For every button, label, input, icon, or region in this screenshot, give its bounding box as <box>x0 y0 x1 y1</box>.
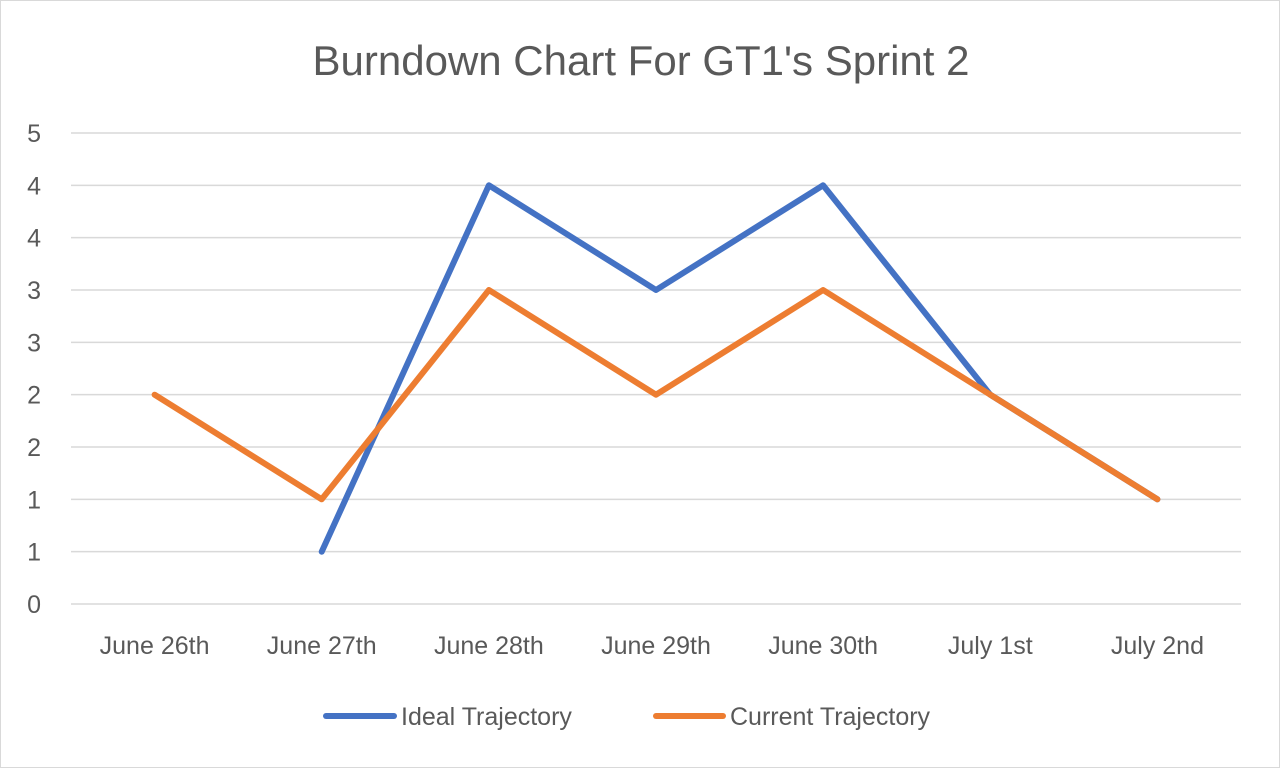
chart-title: Burndown Chart For GT1's Sprint 2 <box>313 37 970 84</box>
y-tick-label: 0 <box>27 591 41 619</box>
series-line-1 <box>151 287 1161 503</box>
x-tick-label: June 27th <box>267 632 377 660</box>
x-tick-label: June 26th <box>100 632 210 660</box>
y-axis-ticks: 0 1 1 2 2 3 3 4 4 5 <box>27 120 41 619</box>
y-tick-label: 3 <box>27 329 41 357</box>
y-tick-label: 2 <box>27 382 41 410</box>
x-tick-label: June 28th <box>434 632 544 660</box>
legend-label: Current Trajectory <box>730 703 931 731</box>
x-axis-ticks: June 26th June 27th June 28th June 29th June… <box>100 632 1204 660</box>
legend: Ideal Trajectory Current Trajectory <box>323 703 931 731</box>
gridlines <box>71 132 1241 605</box>
y-tick-label: 5 <box>27 120 41 148</box>
x-tick-label: June 29th <box>601 632 711 660</box>
x-tick-label: July 1st <box>948 632 1033 660</box>
y-tick-label: 1 <box>27 539 41 567</box>
y-tick-label: 4 <box>27 225 41 253</box>
series-lines <box>151 182 1161 555</box>
x-tick-label: June 30th <box>768 632 878 660</box>
y-tick-label: 2 <box>27 434 41 462</box>
legend-label: Ideal Trajectory <box>401 703 572 731</box>
y-tick-label: 3 <box>27 277 41 305</box>
series-line-0 <box>318 182 1161 555</box>
y-tick-label: 4 <box>27 172 41 200</box>
y-tick-label: 1 <box>27 486 41 514</box>
x-tick-label: July 2nd <box>1111 632 1204 660</box>
